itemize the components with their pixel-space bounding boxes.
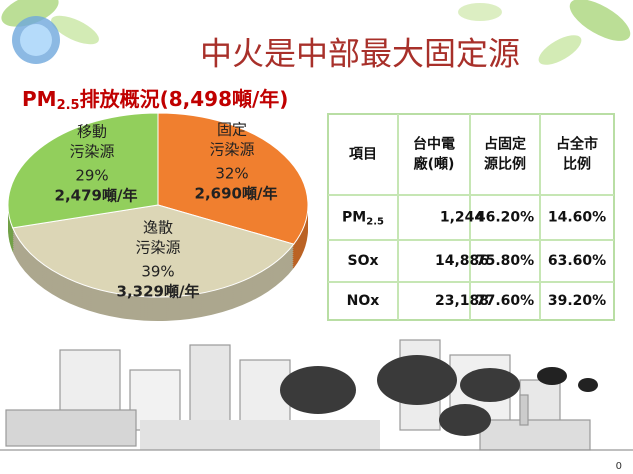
- pie-slice: [12, 204, 295, 298]
- header-cell: 廠(噸): [414, 156, 455, 173]
- slice-percent: 29%: [75, 167, 108, 185]
- slice-name: 污染源: [69, 143, 114, 161]
- slice-percent: 39%: [141, 263, 174, 281]
- row-label: SOx: [347, 253, 378, 269]
- row-label-sub: 2.5: [366, 217, 384, 228]
- chart-title: PM2.5排放概況(8,498噸/年): [22, 87, 288, 113]
- table-cell: 63.60%: [548, 253, 606, 269]
- table-cell: 46.20%: [476, 210, 534, 226]
- row-label-part: PM: [342, 210, 366, 226]
- row-label: PM2.5: [342, 210, 384, 228]
- table-cell: 14,886: [435, 253, 489, 269]
- table-cell: 75.80%: [476, 253, 534, 269]
- pie-slice: [7, 112, 159, 229]
- slice-name: 污染源: [135, 239, 180, 257]
- header-cell: 比例: [563, 156, 591, 173]
- header-cell: 項目: [349, 147, 377, 163]
- pie-slice: [157, 112, 309, 245]
- header-cell: 源比例: [484, 156, 526, 173]
- pie: 固定污染源32%2,690噸/年逸散污染源39%3,329噸/年移動污染源29%…: [7, 112, 309, 322]
- chart-title-part: PM: [22, 87, 57, 111]
- page-number: 0: [616, 461, 622, 472]
- slice-name: 污染源: [209, 141, 254, 159]
- slice-name: 移動: [77, 123, 107, 141]
- row-label-part: NOx: [347, 293, 380, 309]
- table-cell: 39.20%: [548, 293, 606, 309]
- chart-title-part: 排放概況(8,498噸/年): [80, 87, 289, 111]
- slice-amount: 2,479噸/年: [55, 187, 138, 205]
- slice-name: 逸散: [143, 219, 173, 237]
- header-cell: 台中電: [413, 136, 455, 153]
- header-cell: 占固定: [484, 136, 526, 153]
- table-cell: 1,244: [440, 210, 485, 226]
- smoke: [280, 355, 598, 436]
- row-label-part: SOx: [347, 253, 378, 269]
- slice-percent: 32%: [215, 165, 248, 183]
- table-cell: 14.60%: [548, 210, 606, 226]
- leaves: [1, 0, 631, 65]
- slide-title: 中火是中部最大固定源: [200, 35, 520, 73]
- table-cell: 23,188: [435, 293, 489, 309]
- chart-title-sub: 2.5: [57, 98, 80, 113]
- table-cell: 77.60%: [476, 293, 534, 309]
- row-label: NOx: [347, 293, 380, 309]
- slice-amount: 2,690噸/年: [195, 185, 278, 203]
- slice-name: 固定: [217, 121, 247, 139]
- slice-amount: 3,329噸/年: [117, 283, 200, 301]
- header-cell: 占全市: [556, 136, 598, 153]
